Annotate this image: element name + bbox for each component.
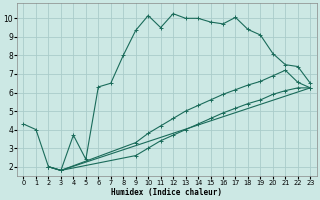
X-axis label: Humidex (Indice chaleur): Humidex (Indice chaleur) <box>111 188 222 197</box>
